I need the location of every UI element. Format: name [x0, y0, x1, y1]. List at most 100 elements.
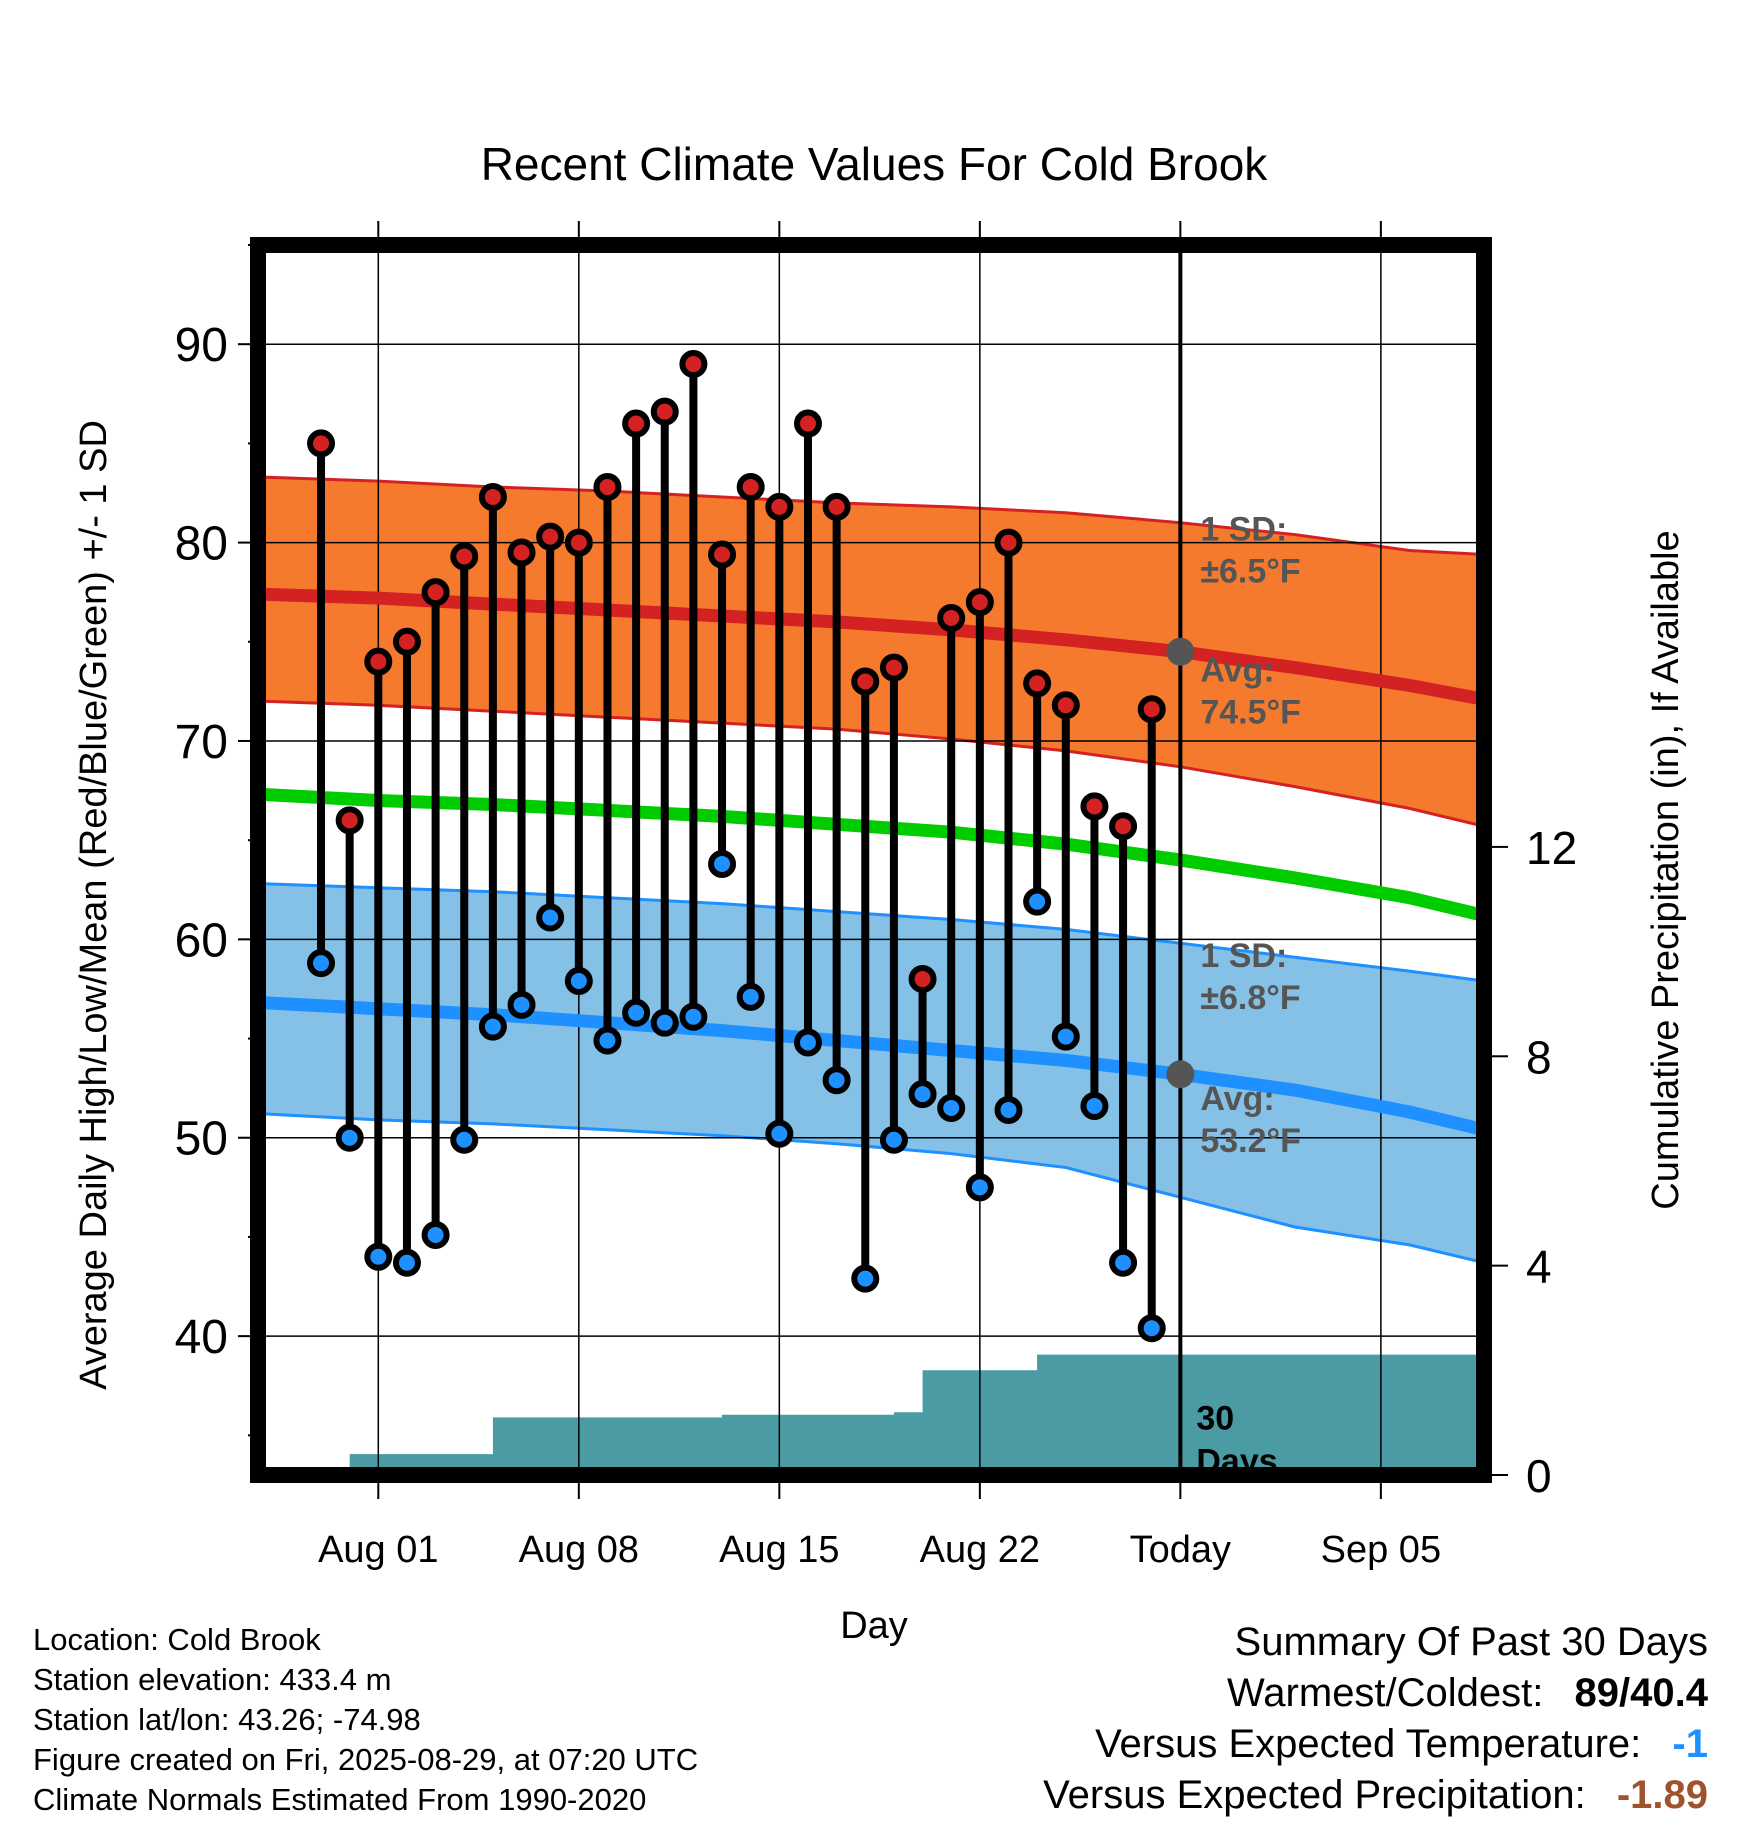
daily-high-point	[765, 492, 794, 521]
daily-low-point	[1023, 887, 1052, 916]
daily-high-point	[421, 578, 450, 607]
daily-low-point	[593, 1026, 622, 1055]
daily-high-point	[622, 409, 651, 438]
daily-high-point	[1137, 695, 1166, 724]
high-sd-annotation: 1 SD: ±6.5°F	[1200, 511, 1300, 591]
x-tick-label: Sep 05	[1321, 1529, 1441, 1571]
daily-high-point	[364, 647, 393, 676]
y2-tick-label: 8	[1526, 1031, 1552, 1083]
daily-low-point	[965, 1173, 994, 1202]
daily-high-point	[851, 667, 880, 696]
low-sd-band	[263, 883, 1484, 1263]
summary-temp-row: Versus Expected Temperature: -1	[1043, 1719, 1708, 1770]
summary-panel: Summary Of Past 30 Days Warmest/Coldest:…	[1043, 1617, 1708, 1821]
high-sd-annotation-line: ±6.5°F	[1200, 553, 1300, 591]
plot-area: 1 SD: ±6.5°F Avg: 74.5°F 1 SD: ±6.8°F Avg: 53.2…	[175, 221, 1577, 1571]
daily-high-point	[1109, 812, 1138, 841]
daily-low-point	[478, 1012, 507, 1041]
daily-low-point	[708, 849, 737, 878]
x-tick-label: Aug 01	[318, 1529, 438, 1571]
station-info: Location: Cold Brook Station elevation: …	[33, 1620, 698, 1820]
daily-high-point	[335, 806, 364, 835]
y-tick-label: 70	[175, 716, 228, 769]
y-tick-label: 90	[175, 319, 228, 372]
high-sd-band	[263, 477, 1484, 827]
low-sd-annotation-line: ±6.8°F	[1200, 979, 1300, 1017]
y2-tick-label: 4	[1526, 1241, 1552, 1293]
y-tick-label: 40	[175, 1311, 228, 1364]
high-avg-annotation-line: Avg:	[1200, 651, 1274, 689]
precip-days-label-line: 30	[1196, 1399, 1234, 1437]
plot-content	[258, 245, 1484, 1475]
high-sd-annotation-line: 1 SD:	[1200, 511, 1287, 549]
summary-warmest-label: Warmest/Coldest:	[1227, 1671, 1544, 1715]
daily-low-point	[364, 1242, 393, 1271]
created-text: Figure created on Fri, 2025-08-29, at 07…	[33, 1742, 699, 1777]
x-tick-label: Aug 15	[719, 1529, 839, 1571]
daily-high-point	[736, 473, 765, 502]
daily-high-point	[450, 542, 479, 571]
chart-title: Recent Climate Values For Cold Brook	[481, 138, 1269, 190]
daily-high-point	[679, 350, 708, 379]
daily-high-point	[392, 627, 421, 656]
daily-low-point	[679, 1002, 708, 1031]
daily-low-point	[1080, 1092, 1109, 1120]
summary-temp-value: -1	[1672, 1722, 1708, 1766]
daily-low-point	[1109, 1248, 1138, 1277]
daily-low-point	[822, 1066, 851, 1095]
daily-low-point	[937, 1093, 966, 1122]
daily-high-point	[994, 528, 1023, 557]
daily-high-point	[478, 482, 507, 511]
y2-tick-label: 12	[1526, 822, 1577, 874]
precip-area	[321, 1354, 1484, 1475]
x-tick-label: Today	[1130, 1529, 1231, 1571]
daily-high-point	[879, 653, 908, 682]
daily-high-point	[507, 538, 536, 567]
daily-low-point	[622, 998, 651, 1027]
daily-high-point	[564, 528, 593, 557]
y2-tick-label: 0	[1526, 1450, 1552, 1502]
daily-high-point	[650, 397, 679, 426]
daily-high-point	[822, 492, 851, 521]
daily-high-point	[536, 522, 565, 551]
normals-text: Climate Normals Estimated From 1990-2020	[33, 1782, 647, 1817]
daily-low-point	[1137, 1314, 1166, 1343]
x-tick-label: Aug 08	[519, 1529, 639, 1571]
low-avg-annotation-line: 53.2°F	[1200, 1122, 1301, 1160]
today-low-avg-marker	[1166, 1060, 1195, 1089]
y-tick-label: 50	[175, 1113, 228, 1166]
daily-low-point	[851, 1264, 880, 1293]
daily-high-point	[937, 603, 966, 632]
daily-low-point	[793, 1028, 822, 1057]
daily-low-point	[536, 903, 565, 932]
daily-high-point	[593, 473, 622, 502]
high-normal-line	[263, 587, 1484, 706]
summary-precip-value: -1.89	[1616, 1773, 1708, 1817]
daily-low-point	[335, 1123, 364, 1152]
high-avg-annotation: Avg: 74.5°F	[1200, 651, 1301, 731]
daily-high-point	[908, 965, 937, 994]
daily-high-point	[708, 540, 737, 569]
summary-precip-row: Versus Expected Precipitation: -1.89	[1043, 1770, 1708, 1821]
y-axis-label: Average Daily High/Low/Mean (Red/Blue/Gr…	[73, 420, 115, 1390]
summary-warmest-row: Warmest/Coldest: 89/40.4	[1043, 1668, 1708, 1719]
high-sd-upper-line	[263, 475, 1484, 556]
daily-high-point	[793, 409, 822, 438]
daily-high-point	[965, 588, 994, 617]
low-sd-annotation-line: 1 SD:	[1200, 937, 1287, 975]
daily-high-point	[1080, 792, 1109, 821]
location-text: Location: Cold Brook	[33, 1622, 321, 1657]
daily-high-point	[1023, 669, 1052, 698]
daily-low-point	[765, 1119, 794, 1148]
daily-low-point	[507, 990, 536, 1019]
daily-low-point	[879, 1125, 908, 1154]
y2-axis-label: Cumulative Precipitation (in), If Availa…	[1645, 530, 1687, 1209]
daily-low-point	[450, 1125, 479, 1154]
summary-heading: Summary Of Past 30 Days	[1234, 1620, 1708, 1664]
low-sd-annotation: 1 SD: ±6.8°F	[1200, 937, 1300, 1017]
summary-precip-label: Versus Expected Precipitation:	[1043, 1773, 1586, 1817]
daily-low-point	[564, 967, 593, 996]
high-avg-annotation-line: 74.5°F	[1200, 693, 1301, 731]
daily-low-point	[307, 949, 336, 978]
